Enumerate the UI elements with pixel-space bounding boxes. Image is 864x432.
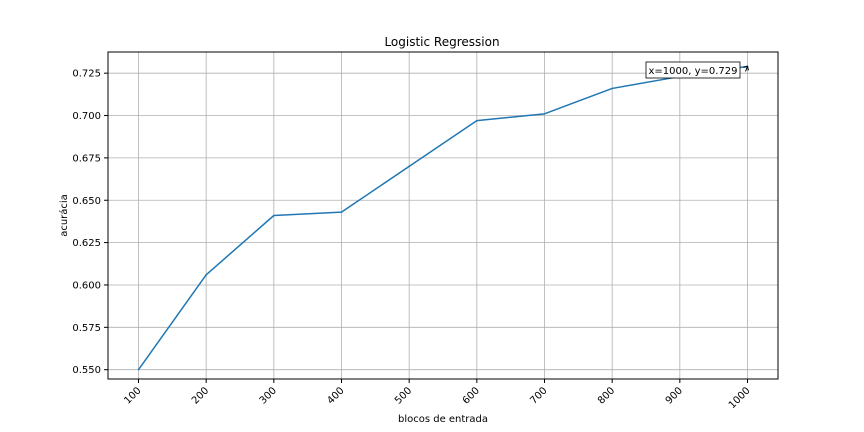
y-tick-label: 0.625 bbox=[72, 238, 101, 249]
data-point bbox=[205, 274, 207, 276]
y-tick-label: 0.675 bbox=[72, 153, 101, 164]
annotation: x=1000, y=0.729 bbox=[645, 61, 749, 79]
annotation-arrow-icon bbox=[743, 65, 749, 72]
y-tick-label: 0.650 bbox=[72, 196, 101, 207]
data-point bbox=[476, 119, 478, 122]
chart-title: Logistic Regression bbox=[384, 35, 499, 49]
data-point bbox=[611, 87, 613, 90]
annotation-box bbox=[645, 61, 741, 79]
data-point bbox=[273, 214, 275, 217]
y-axis-label: acurácia bbox=[58, 194, 70, 237]
data-point bbox=[408, 165, 410, 168]
y-tick-label: 0.725 bbox=[72, 69, 101, 80]
y-axis: 0.550 0.575 0.600 0.625 0.650 0.675 0.700 0.725 bbox=[72, 69, 108, 376]
grid bbox=[108, 52, 778, 379]
plot-frame bbox=[107, 51, 779, 380]
y-tick-label: 0.600 bbox=[72, 280, 101, 291]
y-tick-label: 0.575 bbox=[72, 323, 101, 334]
data-point bbox=[543, 113, 546, 115]
data-point bbox=[340, 211, 343, 213]
y-tick-label: 0.700 bbox=[72, 111, 101, 122]
annotation-text: x=1000, y=0.729 bbox=[648, 66, 737, 77]
series-line bbox=[137, 65, 748, 371]
data-point bbox=[137, 368, 140, 371]
x-axis-label: blocos de entrada bbox=[398, 414, 488, 425]
y-tick-label: 0.550 bbox=[72, 365, 101, 376]
